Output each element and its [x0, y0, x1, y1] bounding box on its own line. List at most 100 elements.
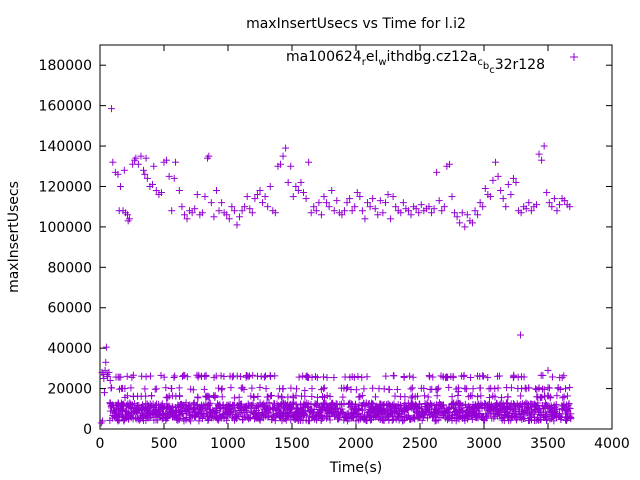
data-point: [338, 211, 346, 219]
data-point: [241, 203, 249, 211]
data-point: [449, 374, 457, 382]
data-point: [448, 400, 456, 408]
data-point: [248, 401, 256, 409]
data-point: [301, 392, 309, 400]
data-point: [292, 182, 300, 190]
data-point: [496, 400, 504, 408]
data-point: [354, 373, 362, 381]
data-point: [469, 385, 477, 393]
data-point: [550, 195, 558, 203]
data-point: [259, 199, 267, 207]
data-point: [467, 373, 475, 381]
data-point: [210, 213, 218, 221]
data-point: [279, 385, 287, 393]
data-point: [400, 374, 408, 382]
data-point: [439, 401, 447, 409]
data-point: [433, 385, 441, 393]
data-point: [461, 400, 469, 408]
data-point: [302, 195, 310, 203]
data-point: [433, 406, 441, 414]
data-point: [326, 392, 334, 400]
data-point: [524, 404, 532, 412]
data-point: [507, 191, 515, 199]
data-point: [142, 392, 150, 400]
data-point: [250, 393, 258, 401]
data-point: [183, 215, 191, 223]
data-point: [138, 372, 146, 380]
data-point: [507, 384, 515, 392]
data-point: [465, 402, 473, 410]
data-point: [162, 384, 170, 392]
data-point: [289, 193, 297, 201]
data-point: [101, 366, 109, 374]
data-point: [320, 373, 328, 381]
y-tick-label: 80000: [47, 260, 92, 276]
data-point: [111, 409, 119, 417]
data-point: [233, 372, 241, 380]
data-point: [116, 182, 124, 190]
data-point: [170, 373, 178, 381]
data-point: [287, 384, 295, 392]
data-point: [261, 193, 269, 201]
data-point: [279, 152, 287, 160]
data-point: [308, 393, 316, 401]
data-point: [504, 180, 512, 188]
data-point: [264, 413, 272, 421]
data-point: [566, 404, 574, 412]
data-point: [468, 219, 476, 227]
data-point: [170, 174, 178, 182]
data-point: [195, 417, 203, 425]
data-point: [307, 209, 315, 217]
data-point: [313, 393, 321, 401]
data-point: [262, 385, 270, 393]
y-tick-label: 60000: [47, 301, 92, 317]
data-point: [401, 393, 409, 401]
data-point: [330, 207, 338, 215]
data-point: [413, 392, 421, 400]
data-point: [516, 331, 524, 339]
data-point: [104, 372, 112, 380]
data-point: [148, 392, 156, 400]
data-point: [257, 373, 265, 381]
data-point: [566, 383, 574, 391]
data-point: [364, 199, 372, 207]
data-point: [312, 207, 320, 215]
data-point: [356, 193, 364, 201]
data-point: [430, 205, 438, 213]
data-point: [148, 180, 156, 188]
data-point: [540, 385, 548, 393]
data-point: [328, 187, 336, 195]
x-axis-label: Time(s): [329, 460, 382, 476]
data-point: [189, 386, 197, 394]
data-point: [137, 152, 145, 160]
data-point: [525, 199, 533, 207]
data-point: [246, 372, 254, 380]
data-point: [238, 384, 246, 392]
data-point: [353, 189, 361, 197]
data-point: [448, 193, 456, 201]
y-axis: 0 20000 40000 60000 80000 100000 120000 140000 1…: [39, 58, 612, 438]
data-point: [248, 209, 256, 217]
data-point: [301, 410, 309, 418]
data-point: [407, 385, 415, 393]
data-point: [171, 372, 179, 380]
data-point: [247, 392, 255, 400]
data-point: [160, 373, 168, 381]
data-point: [481, 184, 489, 192]
data-point: [313, 399, 321, 407]
data-point: [315, 199, 323, 207]
data-point: [451, 209, 459, 217]
data-point: [227, 384, 235, 392]
data-point: [297, 178, 305, 186]
data-point: [358, 373, 366, 381]
data-point: [243, 193, 251, 201]
data-point: [471, 207, 479, 215]
data-point: [548, 373, 556, 381]
data-point: [157, 189, 165, 197]
data-point: [445, 383, 453, 391]
data-point: [231, 394, 239, 402]
data-point: [175, 384, 183, 392]
data-point: [295, 373, 303, 381]
data-point: [343, 199, 351, 207]
data-point: [560, 372, 568, 380]
